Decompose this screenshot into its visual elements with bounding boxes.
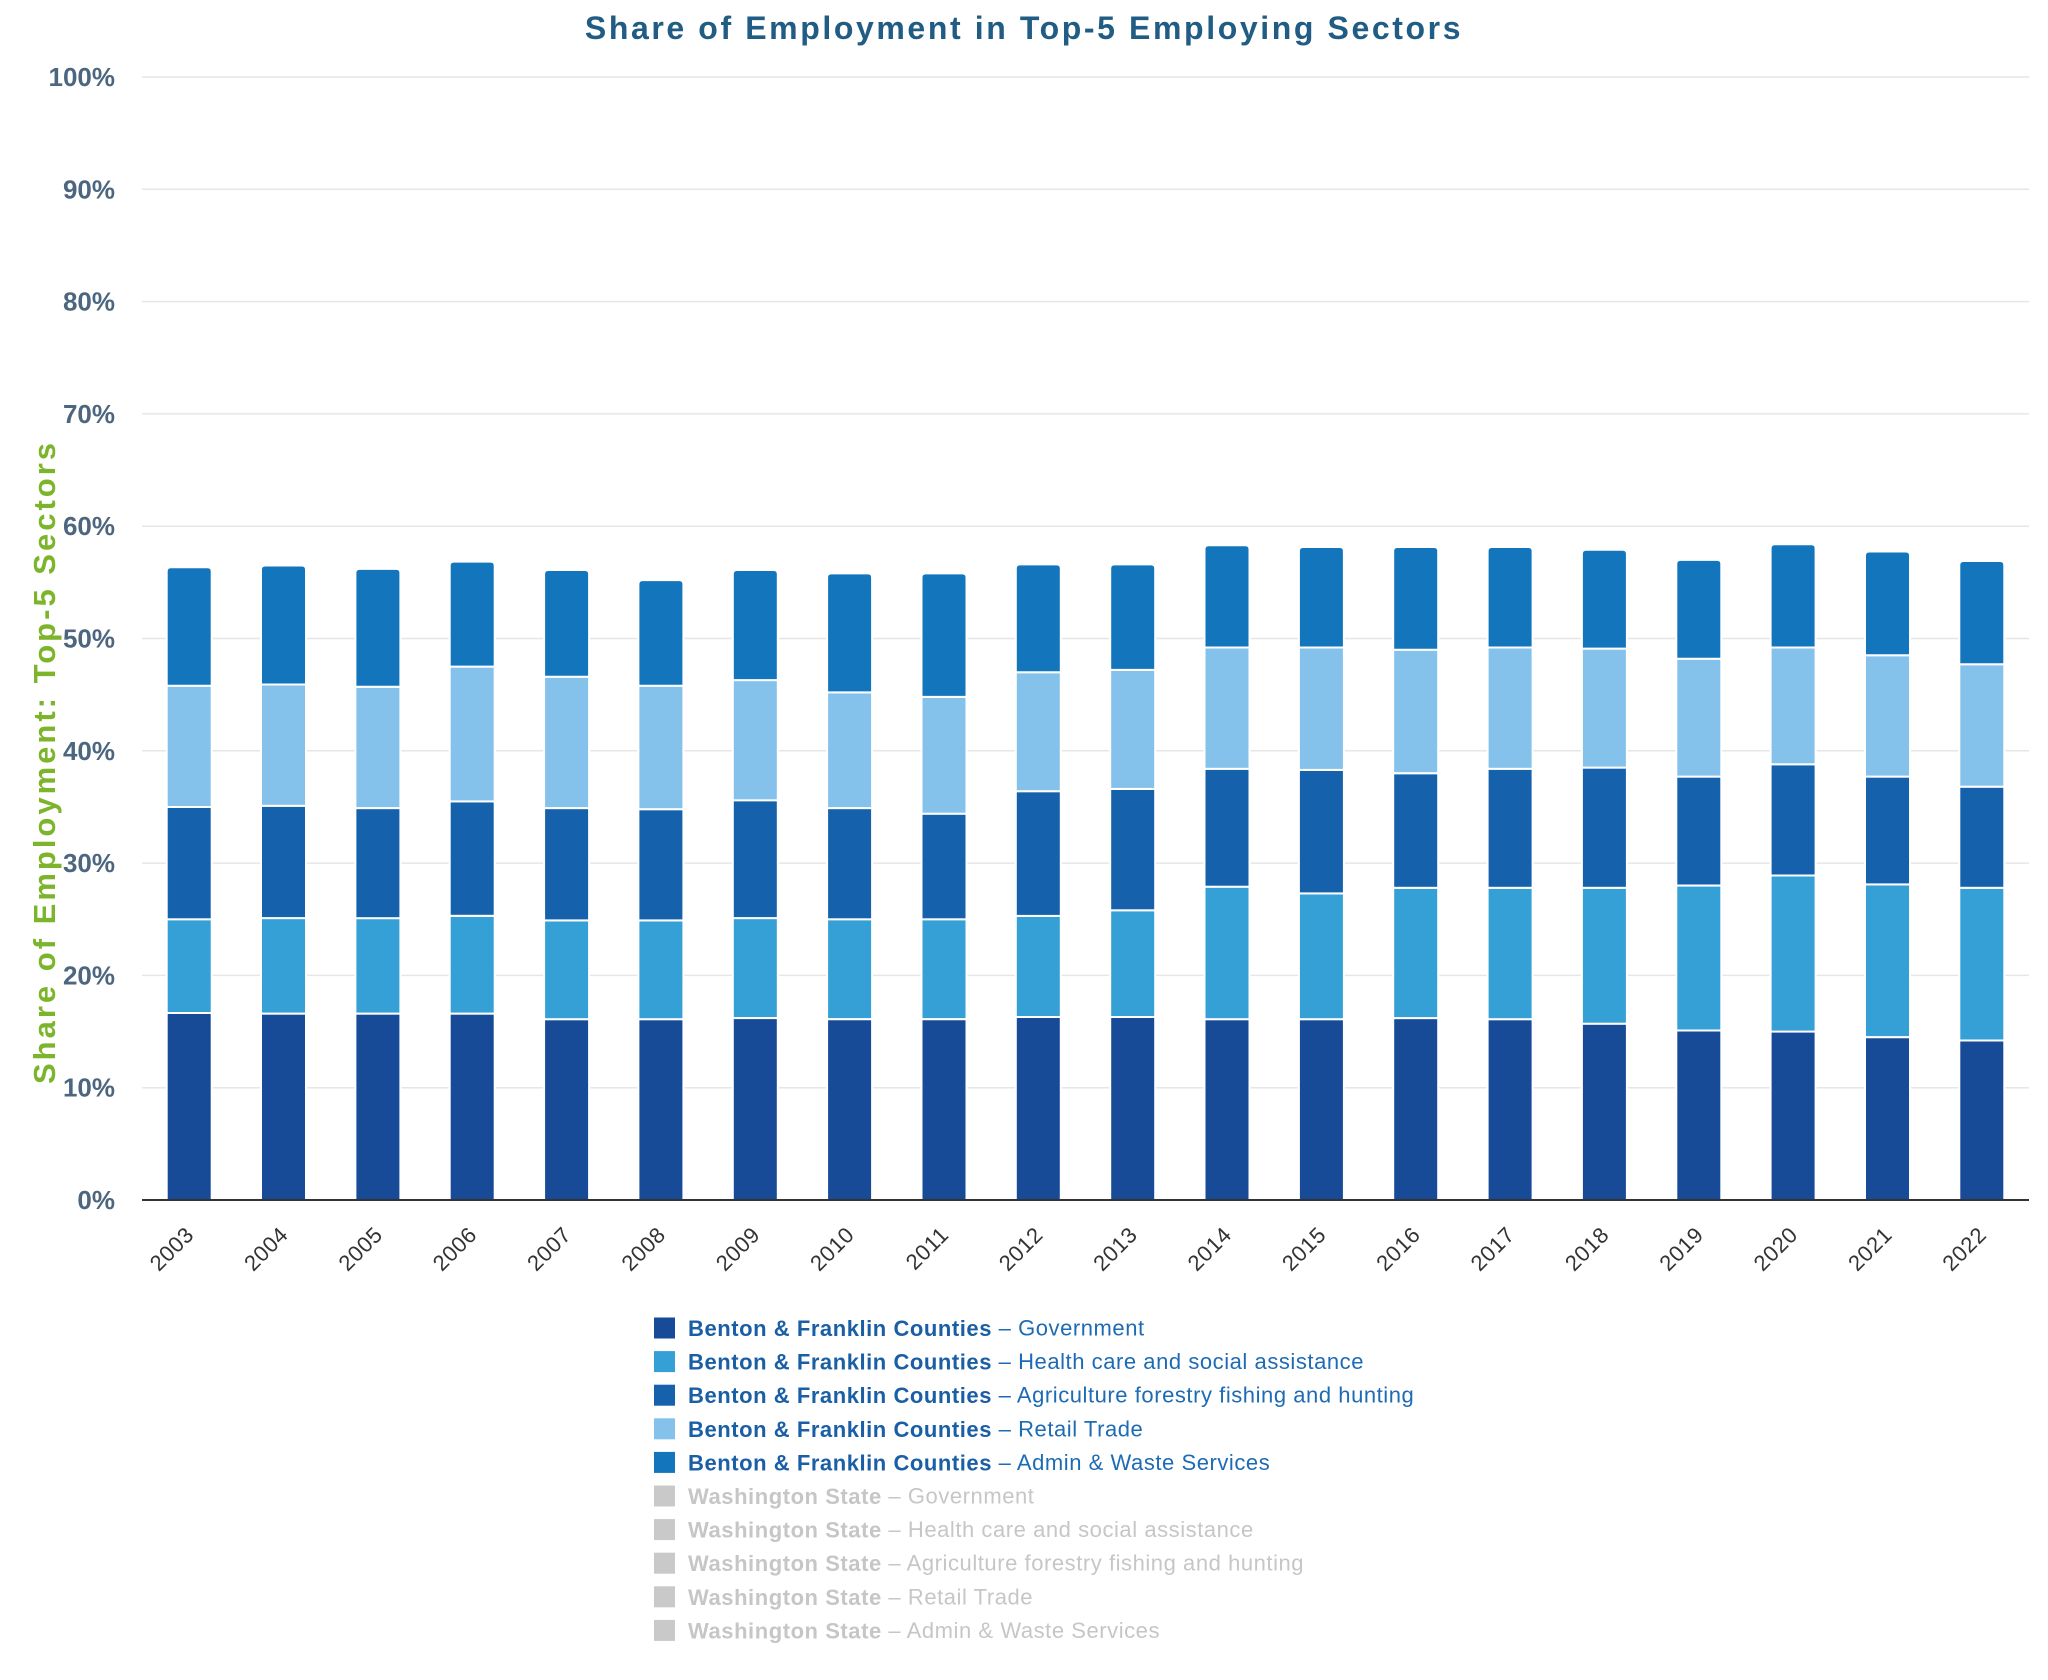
- svg-text:10%: 10%: [63, 1073, 115, 1103]
- svg-text:90%: 90%: [63, 174, 115, 204]
- svg-text:50%: 50%: [63, 624, 115, 654]
- svg-text:Washington State – Government: Washington State – Government: [688, 1484, 1034, 1509]
- svg-text:100%: 100%: [49, 62, 116, 92]
- svg-text:Benton & Franklin Counties – A: Benton & Franklin Counties – Admin & Was…: [688, 1450, 1270, 1475]
- svg-text:60%: 60%: [63, 511, 115, 541]
- svg-text:20%: 20%: [63, 960, 115, 990]
- svg-text:Share of Employment in Top-5 E: Share of Employment in Top-5 Employing S…: [585, 10, 1463, 46]
- svg-text:Washington State – Admin & Was: Washington State – Admin & Waste Service…: [688, 1618, 1160, 1643]
- svg-text:40%: 40%: [63, 736, 115, 766]
- svg-text:80%: 80%: [63, 287, 115, 317]
- svg-text:Washington State – Health care: Washington State – Health care and socia…: [688, 1517, 1254, 1542]
- svg-text:Washington State – Agriculture: Washington State – Agriculture forestry …: [688, 1551, 1304, 1576]
- svg-text:30%: 30%: [63, 848, 115, 878]
- svg-text:70%: 70%: [63, 399, 115, 429]
- svg-text:Benton & Franklin Counties – H: Benton & Franklin Counties – Health care…: [688, 1349, 1364, 1374]
- svg-text:0%: 0%: [77, 1185, 115, 1215]
- svg-text:Washington State – Retail Trad: Washington State – Retail Trade: [688, 1584, 1033, 1609]
- svg-text:Share of Employment: Top-5 Sec: Share of Employment: Top-5 Sectors: [27, 440, 62, 1084]
- svg-text:Benton & Franklin Counties – A: Benton & Franklin Counties – Agriculture…: [688, 1383, 1414, 1408]
- svg-text:Benton & Franklin Counties – G: Benton & Franklin Counties – Government: [688, 1316, 1145, 1341]
- svg-text:Benton & Franklin Counties – R: Benton & Franklin Counties – Retail Trad…: [688, 1416, 1143, 1441]
